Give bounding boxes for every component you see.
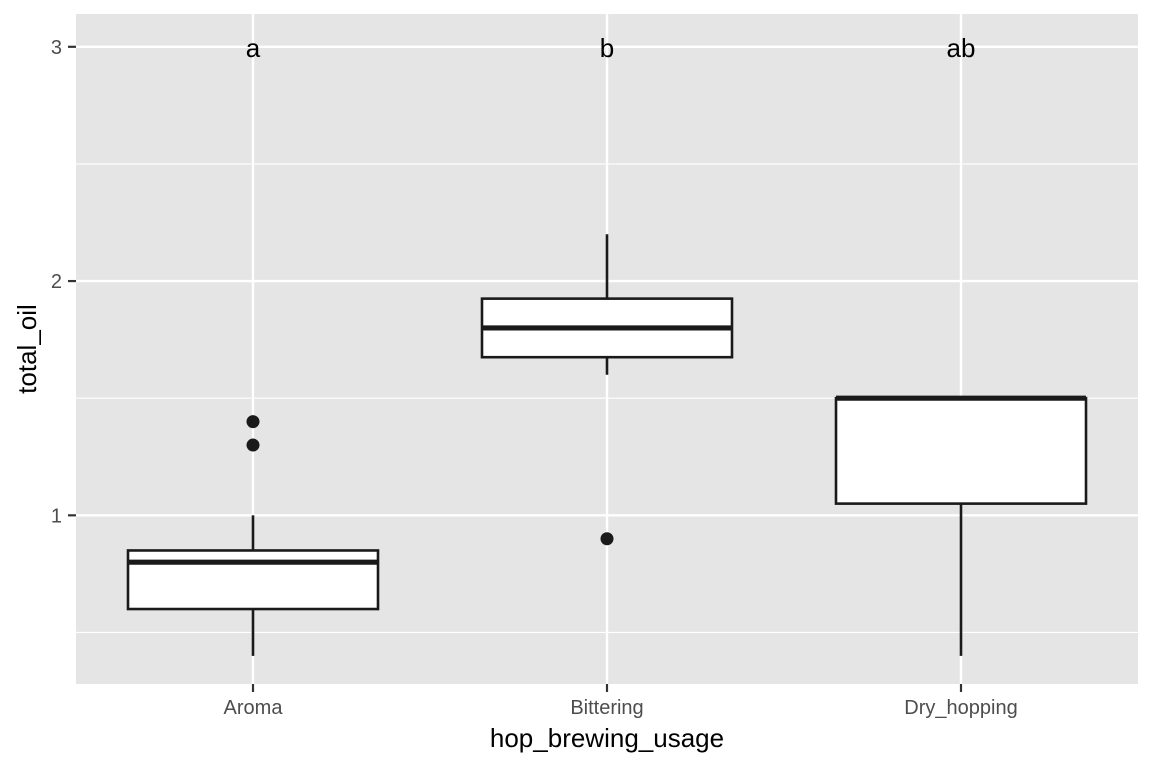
box-bittering — [480, 234, 734, 546]
x-tick-label: Bittering — [570, 697, 643, 719]
y-axis-title: total_oil — [12, 304, 42, 394]
x-axis-title: hop_brewing_usage — [490, 723, 724, 753]
outlier-point — [600, 532, 614, 546]
x-axis: Aroma Bittering Dry_hopping — [224, 684, 1018, 719]
letters-layer: a b ab — [246, 33, 976, 63]
iqr-box — [126, 549, 380, 611]
y-tick-label: 3 — [51, 37, 62, 59]
box-dry-hopping — [834, 395, 1088, 656]
significance-letter: a — [246, 33, 261, 63]
outlier-point — [246, 438, 260, 452]
boxes-layer — [126, 234, 1088, 656]
significance-letter: ab — [947, 33, 976, 63]
y-tick-label: 2 — [51, 271, 62, 293]
y-tick-label: 1 — [51, 505, 62, 527]
x-tick-label: Dry_hopping — [904, 697, 1017, 719]
x-tick-label: Aroma — [224, 697, 284, 719]
significance-letter: b — [600, 33, 614, 63]
y-axis: 1 2 3 — [51, 37, 76, 527]
iqr-box — [834, 396, 1088, 505]
outlier-point — [246, 415, 260, 429]
box-aroma — [126, 415, 380, 656]
